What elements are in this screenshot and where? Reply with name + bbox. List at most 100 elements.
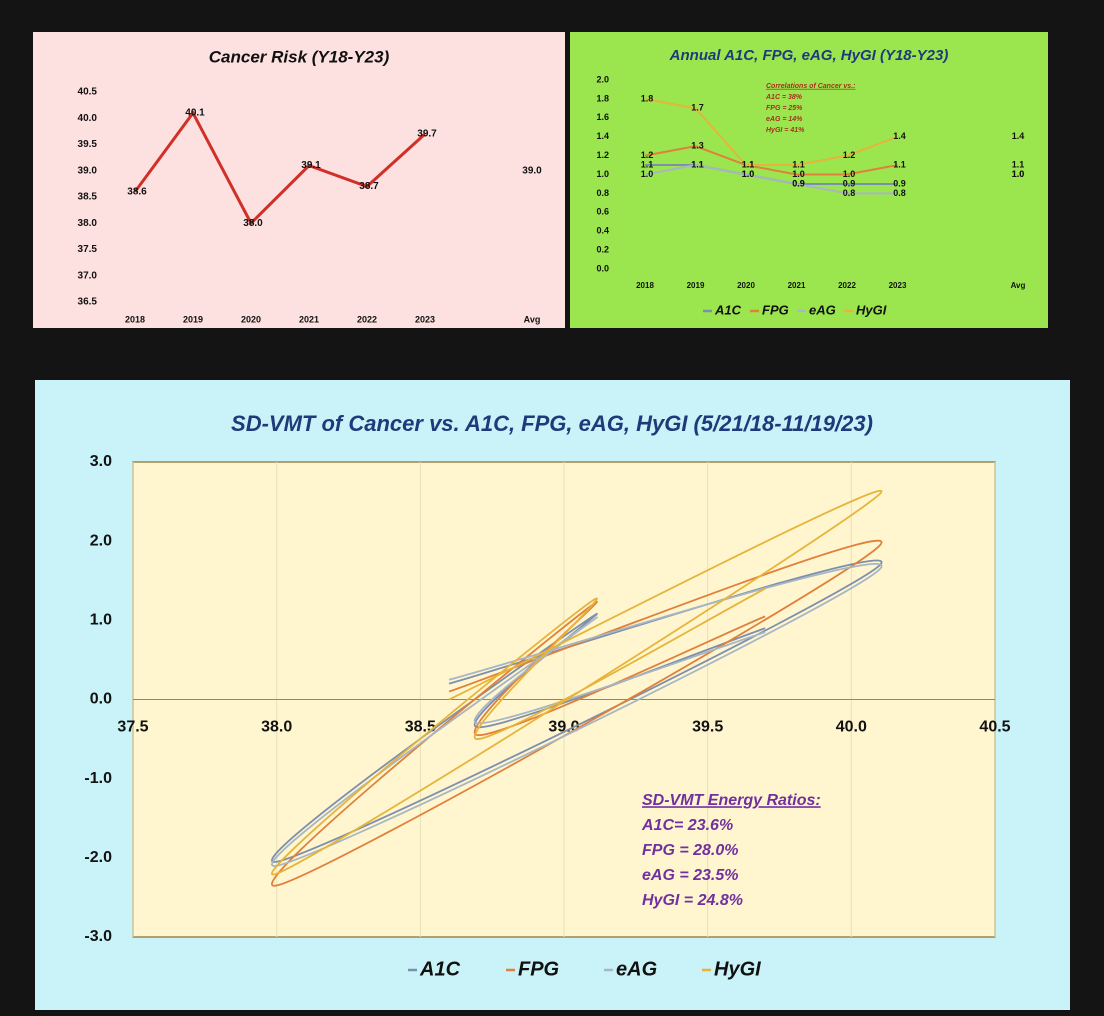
y-tick-label: 36.5 — [78, 297, 98, 308]
legend-label: eAG — [809, 302, 836, 317]
annotation: eAG = 14% — [766, 116, 803, 123]
annotation: Correlations of Cancer vs.: — [766, 83, 855, 90]
data-label: 39.7 — [417, 129, 437, 140]
annotation: A1C = 38% — [765, 94, 803, 101]
series-curve — [271, 559, 883, 863]
x-tick-label: 2022 — [357, 314, 377, 324]
data-label: 38.0 — [243, 218, 263, 229]
y-tick-label: 37.0 — [78, 270, 98, 281]
y-tick-label: 1.0 — [90, 612, 112, 629]
y-tick-label: 2.0 — [90, 532, 112, 549]
annotation: SD-VMT Energy Ratios: — [642, 792, 821, 809]
avg-label: 1.1 — [1012, 159, 1025, 169]
data-label: 1.2 — [843, 150, 856, 160]
y-tick-label: 0.8 — [596, 188, 609, 198]
x-tick-label: 2018 — [636, 281, 654, 290]
y-tick-label: 0.6 — [596, 207, 609, 217]
line — [644, 164, 898, 195]
x-tick-label: 2022 — [838, 281, 856, 290]
legend-label: A1C — [419, 958, 461, 980]
y-tick-label: -1.0 — [84, 770, 112, 787]
avg-label: 1.0 — [1012, 169, 1025, 179]
legend-label: HyGI — [856, 302, 887, 317]
y-tick-label: 39.0 — [78, 165, 98, 176]
y-tick-label: 40.0 — [78, 113, 98, 124]
line — [133, 110, 427, 226]
x-tick-label: 2019 — [687, 281, 705, 290]
y-tick-label: 0.4 — [596, 226, 609, 236]
y-tick-label: 38.5 — [78, 192, 98, 203]
line — [644, 97, 898, 167]
data-label: 1.3 — [691, 141, 704, 151]
x-tick-label: 2023 — [889, 281, 907, 290]
x-tick-label: 2018 — [125, 314, 145, 324]
line — [644, 145, 898, 176]
annotation: FPG = 28.0% — [642, 842, 739, 859]
y-tick-label: -3.0 — [84, 928, 112, 945]
chart-title: Cancer Risk (Y18-Y23) — [209, 47, 390, 66]
x-tick-label: 39.5 — [692, 719, 723, 736]
avg-label: 39.0 — [522, 165, 542, 176]
data-label: 1.2 — [641, 150, 654, 160]
y-tick-label: 1.0 — [596, 169, 609, 179]
x-tick-label: 40.5 — [979, 719, 1010, 736]
legend-label: eAG — [616, 958, 657, 980]
data-label: 1.1 — [742, 159, 755, 169]
data-label: 38.7 — [359, 181, 379, 192]
annotation: FPG = 25% — [766, 105, 803, 112]
x-tick-label: 37.5 — [117, 719, 148, 736]
legend-label: A1C — [714, 302, 742, 317]
y-tick-label: 0.2 — [596, 244, 609, 254]
y-tick-label: 2.0 — [596, 74, 609, 84]
y-tick-label: -2.0 — [84, 849, 112, 866]
data-label: 1.1 — [691, 159, 704, 169]
data-label: 38.6 — [127, 186, 147, 197]
y-tick-label: 3.0 — [90, 453, 112, 470]
series-curve — [271, 539, 883, 887]
annotation: A1C= 23.6% — [641, 817, 733, 834]
data-label: 39.1 — [301, 160, 321, 171]
x-tick-label: 40.0 — [836, 719, 867, 736]
x-tick-label: 2021 — [299, 314, 319, 324]
data-label: 1.0 — [843, 169, 856, 179]
annotation: HyGI = 41% — [766, 127, 805, 134]
y-tick-label: 0.0 — [596, 263, 609, 273]
panel — [570, 32, 1048, 328]
avg-label: 1.0 — [1012, 169, 1025, 179]
x-tick-label: 2019 — [183, 314, 203, 324]
y-tick-label: 1.8 — [596, 93, 609, 103]
data-label: 1.1 — [893, 159, 906, 169]
annotation: HyGI = 24.8% — [642, 892, 743, 909]
y-tick-label: 38.0 — [78, 218, 98, 229]
data-label: 0.9 — [893, 178, 906, 188]
x-tick-label: 2020 — [737, 281, 755, 290]
avg-label: 1.4 — [1012, 131, 1025, 141]
y-tick-label: 1.2 — [596, 150, 609, 160]
data-label: 1.1 — [641, 159, 654, 169]
legend-label: FPG — [518, 958, 559, 980]
data-label: 1.0 — [792, 169, 805, 179]
x-tick-label: 2020 — [241, 314, 261, 324]
y-tick-label: 0.0 — [90, 691, 112, 708]
data-label: 0.8 — [843, 188, 856, 198]
data-label: 1.4 — [893, 131, 906, 141]
legend-label: HyGI — [714, 958, 761, 980]
data-label: 1.0 — [742, 169, 755, 179]
panel — [33, 32, 565, 328]
data-label: 1.1 — [792, 159, 805, 169]
series-curve — [271, 490, 883, 876]
data-label: 0.9 — [792, 178, 805, 188]
data-label: 1.0 — [641, 169, 654, 179]
series-curve — [271, 563, 883, 867]
y-tick-label: 1.4 — [596, 131, 609, 141]
x-tick-label: 2023 — [415, 314, 435, 324]
chart-title: SD-VMT of Cancer vs. A1C, FPG, eAG, HyGI… — [231, 411, 873, 436]
data-label: 1.8 — [641, 93, 654, 103]
chart-title: Annual A1C, FPG, eAG, HyGI (Y18-Y23) — [669, 47, 949, 64]
data-label: 1.7 — [691, 103, 704, 113]
y-tick-label: 1.6 — [596, 112, 609, 122]
y-tick-label: 37.5 — [78, 244, 98, 255]
x-tick-label: 38.0 — [261, 719, 292, 736]
